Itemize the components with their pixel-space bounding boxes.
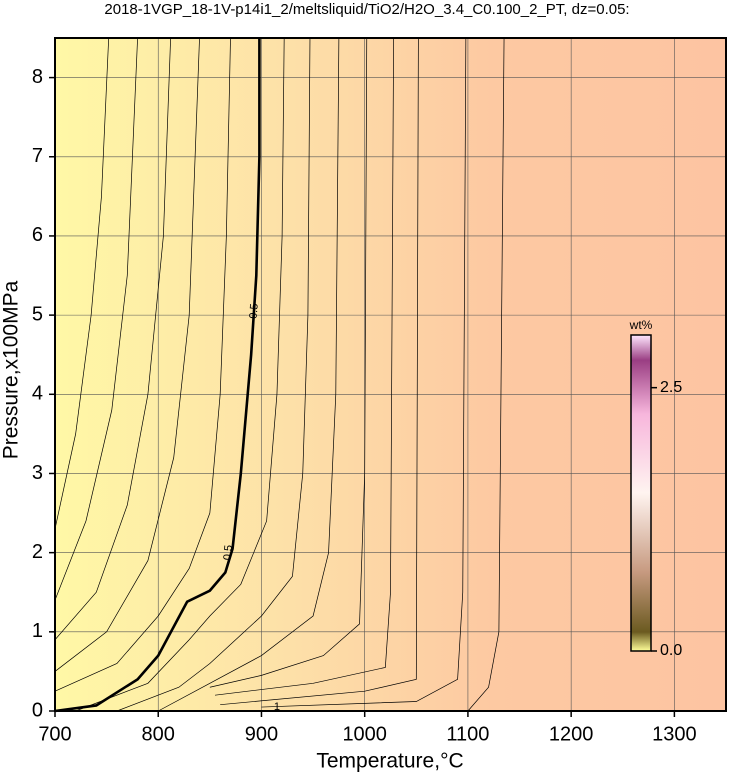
- colorbar-tick-label: 0.0: [660, 642, 682, 659]
- contour-line: [54, 37, 138, 601]
- chart-title: 2018-1VGP_18-1V-p14i1_2/meltsliquid/TiO2…: [104, 1, 629, 18]
- colorbar: [630, 334, 652, 652]
- plot-frame: [54, 37, 727, 712]
- x-tick-label: 1100: [446, 723, 489, 745]
- x-tick-label: 800: [142, 723, 175, 745]
- y-tick-label: 3: [32, 462, 43, 484]
- colorbar-label: wt%: [629, 318, 653, 332]
- y-tick-label: 5: [32, 303, 43, 325]
- contour-label: 0.5: [222, 544, 235, 560]
- contour-label: 0.5: [247, 303, 260, 319]
- contour-line: [214, 37, 394, 696]
- y-tick-label: 0: [32, 699, 43, 721]
- x-axis-label: Temperature,°C: [316, 750, 463, 773]
- y-tick-label: 7: [32, 145, 43, 167]
- y-tick-label: 1: [32, 620, 43, 642]
- contour-line: [220, 37, 419, 706]
- contour-line: [261, 37, 467, 708]
- x-tick-label: 1200: [549, 723, 594, 745]
- y-tick-label: 8: [32, 66, 43, 88]
- contour-line: [467, 37, 505, 712]
- plot-area: [55, 38, 726, 711]
- contour-label: 1: [274, 701, 280, 713]
- x-tick-label: 1300: [652, 723, 697, 745]
- y-tick-label: 2: [32, 541, 43, 563]
- contour-line: [54, 37, 110, 529]
- y-tick-label: 6: [32, 224, 43, 246]
- contour-line: [75, 37, 285, 712]
- contour-line: [54, 37, 200, 672]
- colorbar-tick-label: 2.5: [660, 379, 682, 396]
- x-tick-label: 900: [245, 723, 278, 745]
- contour-line: [209, 37, 368, 688]
- contour-line: [54, 37, 231, 692]
- y-tick-label: 4: [32, 383, 43, 405]
- plot: 0.5 0.5 1: [54, 37, 726, 713]
- contour-line: [54, 37, 171, 640]
- contour-line: [158, 37, 340, 712]
- x-tick-label: 1000: [342, 723, 387, 745]
- y-axis-label: Pressure,x100MPa: [0, 280, 23, 459]
- x-tick-label: 700: [38, 723, 71, 745]
- contour-line: [54, 38, 261, 713]
- contour-line: [116, 37, 311, 712]
